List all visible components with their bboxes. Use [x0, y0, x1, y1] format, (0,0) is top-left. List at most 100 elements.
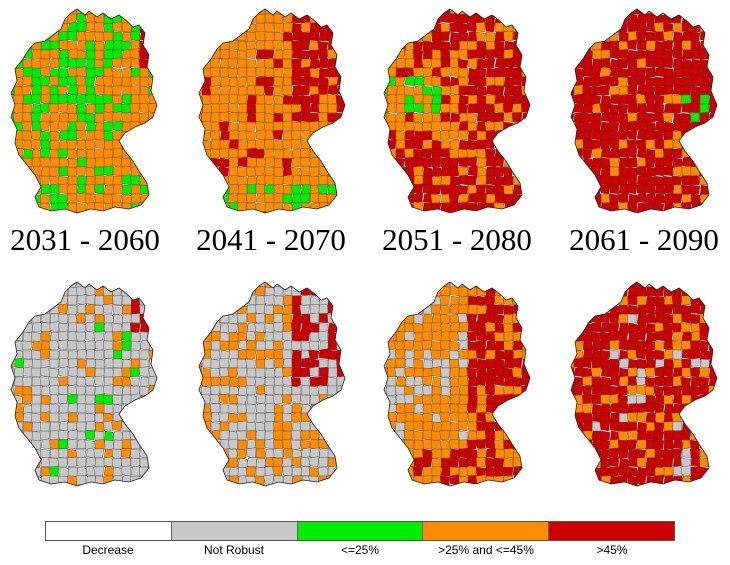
district — [573, 303, 585, 315]
district — [531, 50, 538, 60]
district — [273, 9, 284, 16]
district — [590, 367, 602, 378]
district — [493, 120, 505, 132]
district — [13, 49, 24, 60]
district — [384, 421, 389, 433]
district — [503, 138, 514, 150]
district — [384, 67, 388, 79]
district — [49, 403, 60, 415]
district — [273, 430, 284, 441]
district — [201, 456, 213, 468]
district — [571, 40, 575, 51]
district — [600, 394, 611, 405]
district — [571, 148, 575, 160]
district — [708, 358, 717, 369]
district — [121, 103, 132, 114]
district — [291, 9, 302, 15]
district — [40, 304, 51, 315]
district — [94, 112, 105, 123]
district — [344, 130, 345, 141]
district — [475, 375, 487, 387]
district — [130, 175, 141, 186]
district — [318, 366, 329, 378]
district — [573, 9, 584, 15]
district — [531, 448, 538, 458]
district — [317, 112, 329, 123]
district — [466, 466, 478, 477]
district — [422, 322, 433, 333]
district — [228, 93, 239, 105]
district — [717, 41, 725, 51]
district — [626, 147, 638, 159]
district — [158, 104, 165, 113]
district — [503, 94, 515, 105]
district — [690, 76, 701, 87]
district — [156, 112, 157, 123]
district — [708, 175, 717, 187]
district — [413, 102, 425, 114]
district — [282, 447, 293, 459]
district — [85, 112, 96, 124]
district — [21, 130, 33, 141]
district — [708, 40, 717, 51]
district — [618, 465, 629, 477]
district — [218, 121, 230, 132]
district — [645, 130, 656, 141]
district — [529, 76, 530, 87]
district — [591, 49, 602, 60]
district — [502, 13, 514, 24]
district — [21, 85, 33, 96]
district — [531, 349, 538, 359]
district — [13, 165, 25, 177]
district — [440, 49, 451, 61]
district — [708, 139, 717, 151]
district — [290, 412, 302, 423]
district — [627, 157, 638, 168]
district — [264, 367, 276, 378]
district — [219, 49, 230, 60]
district — [581, 457, 593, 468]
district — [618, 484, 630, 486]
district — [521, 175, 530, 186]
district — [30, 112, 42, 123]
district — [716, 475, 717, 486]
district — [590, 304, 602, 316]
district — [13, 193, 25, 204]
district — [680, 430, 692, 441]
district — [386, 31, 397, 42]
district — [466, 175, 478, 186]
district — [690, 456, 701, 468]
district — [40, 466, 51, 477]
district — [282, 412, 293, 423]
district — [681, 175, 692, 186]
district — [11, 457, 15, 468]
district — [237, 156, 248, 168]
district — [11, 211, 15, 213]
district — [672, 31, 684, 43]
district — [503, 340, 514, 352]
district — [644, 94, 656, 105]
district — [13, 331, 24, 342]
district — [395, 67, 406, 78]
district — [663, 394, 674, 406]
district — [309, 403, 321, 415]
district — [716, 9, 717, 15]
district — [494, 429, 505, 441]
district — [476, 76, 487, 87]
district — [237, 166, 248, 178]
district — [236, 285, 248, 297]
district — [476, 295, 487, 307]
district — [148, 358, 157, 369]
district — [11, 439, 15, 450]
district — [327, 358, 338, 370]
district — [148, 202, 157, 213]
district — [121, 313, 133, 324]
district — [386, 304, 398, 316]
district — [31, 394, 42, 406]
district — [147, 312, 157, 324]
district — [254, 475, 266, 486]
district — [245, 358, 257, 370]
district — [718, 359, 725, 369]
district — [245, 412, 257, 423]
district — [130, 412, 141, 424]
